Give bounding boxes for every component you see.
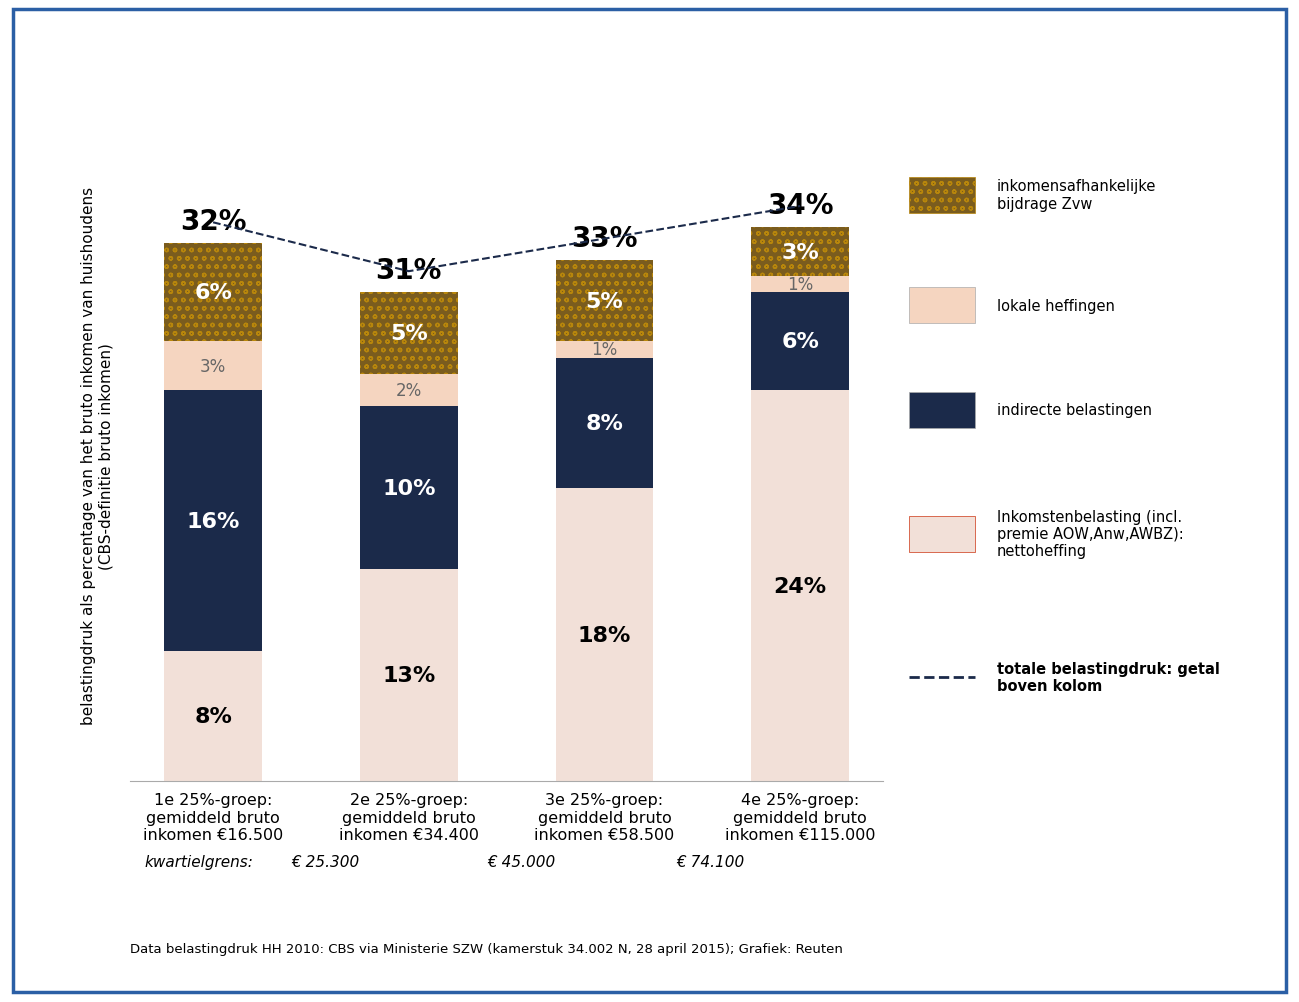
Text: 32%: 32% xyxy=(179,208,247,236)
Bar xyxy=(360,375,457,407)
Bar xyxy=(164,651,262,782)
Bar xyxy=(360,407,457,570)
Text: 1%: 1% xyxy=(591,341,617,359)
Text: 5%: 5% xyxy=(586,292,624,312)
Text: inkomensafhankelijke
bijdrage Zvw: inkomensafhankelijke bijdrage Zvw xyxy=(996,179,1156,211)
Text: € 25.300: € 25.300 xyxy=(292,855,360,869)
Text: indirecte belastingen: indirecte belastingen xyxy=(996,403,1152,418)
Text: Inkomstenbelasting (incl.
premie AOW,Anw,AWBZ):
nettoheffing: Inkomstenbelasting (incl. premie AOW,Anw… xyxy=(996,509,1183,559)
Text: 3%: 3% xyxy=(781,242,820,263)
FancyBboxPatch shape xyxy=(909,177,974,213)
Y-axis label: belastingdruk als percentage van het bruto inkomen van huishoudens
(CBS-definiti: belastingdruk als percentage van het bru… xyxy=(81,187,113,724)
Text: € 45.000: € 45.000 xyxy=(487,855,556,869)
Bar xyxy=(164,342,262,391)
Bar xyxy=(360,294,457,375)
Text: 34%: 34% xyxy=(766,191,834,219)
FancyBboxPatch shape xyxy=(909,289,974,324)
Bar xyxy=(556,359,653,489)
Bar xyxy=(751,277,850,293)
Text: 33%: 33% xyxy=(572,224,638,253)
Text: 5%: 5% xyxy=(390,324,427,344)
Text: 2%: 2% xyxy=(396,382,422,400)
Bar xyxy=(751,391,850,782)
Text: 8%: 8% xyxy=(586,414,624,433)
Text: 31%: 31% xyxy=(375,257,442,285)
Bar xyxy=(360,570,457,782)
Text: 8%: 8% xyxy=(194,706,233,726)
Text: lokale heffingen: lokale heffingen xyxy=(996,299,1115,314)
Bar xyxy=(751,293,850,391)
Text: 6%: 6% xyxy=(194,284,233,303)
Text: € 74.100: € 74.100 xyxy=(675,855,744,869)
Text: 1%: 1% xyxy=(787,276,813,294)
Text: 3%: 3% xyxy=(200,358,226,376)
Text: 16%: 16% xyxy=(186,511,240,531)
Bar xyxy=(556,489,653,782)
Bar xyxy=(164,244,262,342)
Bar xyxy=(751,228,850,277)
Text: Data belastingdruk HH 2010: CBS via Ministerie SZW (kamerstuk 34.002 N, 28 april: Data belastingdruk HH 2010: CBS via Mini… xyxy=(130,942,843,955)
Bar xyxy=(556,342,653,359)
FancyBboxPatch shape xyxy=(909,516,974,552)
Bar xyxy=(556,261,653,342)
Text: 18%: 18% xyxy=(578,625,631,645)
Text: 10%: 10% xyxy=(382,479,435,498)
Text: 13%: 13% xyxy=(382,665,435,685)
Bar xyxy=(164,391,262,651)
FancyBboxPatch shape xyxy=(909,393,974,428)
Text: totale belastingdruk: getal
boven kolom: totale belastingdruk: getal boven kolom xyxy=(996,661,1220,693)
Text: kwartielgrens:: kwartielgrens: xyxy=(145,855,253,869)
Text: 24%: 24% xyxy=(774,576,826,596)
Text: 6%: 6% xyxy=(781,332,820,352)
